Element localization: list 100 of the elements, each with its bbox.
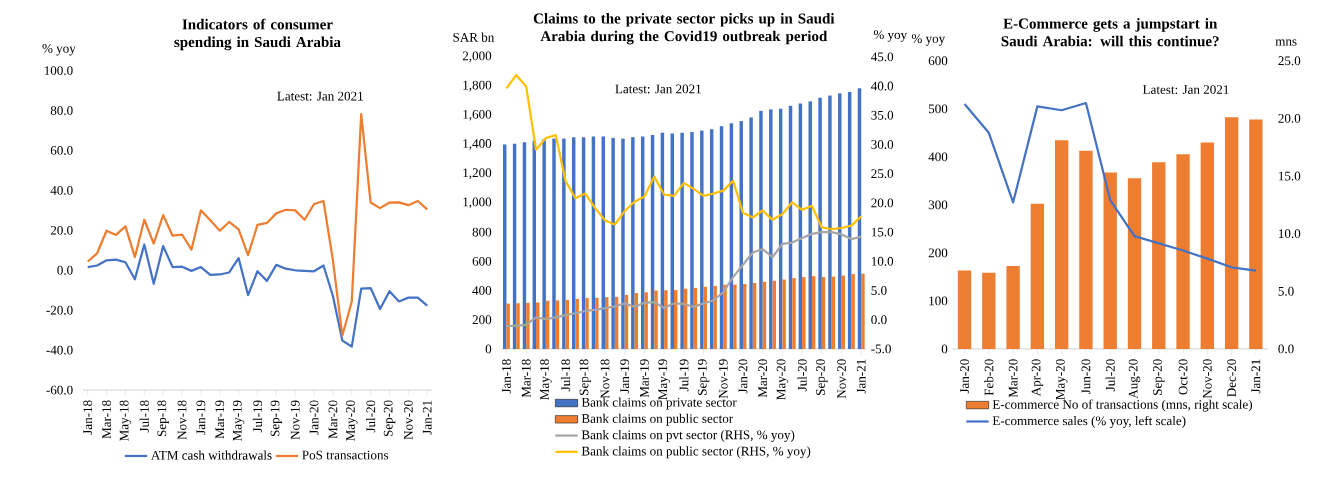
x-tick-label: Jan-19	[620, 359, 630, 394]
bar	[769, 109, 773, 349]
x-tick-label: Nov-20	[403, 400, 413, 440]
x-tick-label: Jan-20	[309, 400, 319, 435]
bar	[1103, 172, 1117, 349]
x-tick-label: Jul-19	[252, 400, 263, 433]
y2-axis-title: mns	[1275, 39, 1297, 46]
bar	[1200, 142, 1214, 349]
x-tick-label: Jul-18	[139, 400, 149, 433]
y-tick-label: 200	[472, 315, 492, 324]
bar	[723, 284, 727, 349]
y-tick-label: 60.0	[50, 145, 73, 155]
x-tick-label: Sep-18	[157, 400, 169, 436]
line-series	[505, 73, 863, 231]
x-tick-label: Mar-20	[758, 359, 768, 398]
x-tick-label: Nov-20	[837, 359, 846, 399]
y2-tick-label: 35.0	[871, 110, 894, 120]
x-tick-label: Jan-20	[960, 359, 969, 394]
x-tick-label: Jul-18	[560, 359, 571, 392]
bar	[644, 292, 648, 349]
bar	[1249, 119, 1263, 349]
line-series	[86, 243, 429, 348]
x-tick-label: Feb-20	[984, 359, 994, 396]
bar	[595, 297, 599, 349]
bar	[575, 298, 579, 349]
bar	[690, 131, 694, 349]
y-tick-label: 20.0	[50, 225, 73, 235]
x-tick-label: May-20	[776, 359, 789, 400]
legend-label: Bank claims on pvt sector (RHS, % yoy)	[581, 429, 795, 442]
y-tick-label: 1,400	[463, 138, 492, 150]
x-tick-label: Sep-19	[270, 400, 283, 436]
legend-label: ATM cash withdrawals	[150, 450, 272, 460]
x-tick-label: Mar-18	[102, 400, 111, 439]
bar	[713, 285, 717, 349]
bar	[1127, 178, 1142, 349]
x-tick-label: Jan-18	[83, 400, 93, 435]
x-tick-label: Jun-20	[1081, 359, 1091, 394]
legend-label: E-commerce No of transactions (mns, right scale)	[992, 399, 1253, 412]
y2-tick-label: 45.0	[871, 52, 894, 62]
x-tick-label: Jan-20	[738, 359, 748, 394]
bar	[664, 290, 668, 349]
annotation: Latest: Jan 2021	[277, 91, 363, 101]
legend-label: Bank claims on public sector (RHS, % yoy)	[581, 446, 811, 459]
y-tick-label: -20.0	[46, 305, 73, 315]
bar	[861, 273, 865, 349]
x-tick-label: Jul-20	[1105, 359, 1115, 392]
bar	[1030, 203, 1045, 349]
bar	[1224, 117, 1239, 349]
y-tick-label: -60.0	[46, 385, 73, 395]
bar	[700, 130, 704, 349]
x-tick-label: Jul-19	[679, 359, 689, 392]
chart-title: Claims to the private sector picks up in Saudi Arabia during the Covid19 outbreak period	[533, 12, 835, 45]
x-tick-label: Sep-18	[579, 359, 592, 395]
y-axis-title: % yoy	[42, 43, 76, 56]
y2-tick-label: 20.0	[871, 198, 894, 208]
x-tick-label: May-20	[346, 400, 358, 441]
y-tick-label: 1,200	[463, 168, 492, 179]
bar	[1176, 153, 1190, 349]
y-axis-title: SAR bn	[453, 32, 495, 42]
legend-label: E-commerce sales (% yoy, left scale)	[992, 415, 1186, 428]
x-tick-label: Mar-20	[328, 400, 338, 439]
bar	[654, 290, 658, 349]
bar	[782, 279, 786, 349]
y2-tick-label: 25.0	[1278, 56, 1301, 66]
y2-tick-label: 15.0	[871, 227, 894, 237]
y2-tick-label: 40.0	[871, 81, 894, 91]
y-tick-label: 40.0	[50, 185, 73, 195]
bar	[759, 110, 763, 349]
x-tick-label: Oct-20	[1178, 359, 1188, 395]
bar	[851, 274, 855, 349]
bar	[516, 303, 520, 349]
x-tick-label: Nov-18	[600, 359, 610, 399]
y2-tick-label: 10.0	[1279, 229, 1301, 238]
y-tick-label: 0	[485, 344, 492, 354]
x-tick-label: May-19	[232, 400, 245, 441]
y-tick-label: 1,600	[463, 109, 492, 121]
y2-tick-label: 20.0	[1278, 113, 1301, 123]
bar	[1054, 140, 1069, 349]
x-tick-label: Dec-20	[1227, 359, 1237, 397]
bar	[506, 303, 510, 349]
x-tick-label: Sep-20	[383, 400, 396, 436]
y-tick-label: 0	[941, 344, 948, 354]
bar	[611, 137, 615, 349]
x-tick-label: Sep-20	[1153, 359, 1165, 395]
x-tick-label: Mar-20	[1008, 359, 1018, 398]
y2-tick-label: 10.0	[871, 256, 894, 266]
y-axis-title: % yoy	[911, 34, 946, 46]
y-tick-label: 1,800	[463, 80, 492, 92]
y2-tick-label: 25.0	[871, 169, 894, 178]
y2-axis-title: % yoy	[873, 30, 908, 42]
y-tick-label: -40.0	[46, 345, 73, 355]
y2-tick-label: 15.0	[1279, 171, 1301, 181]
x-tick-label: Nov-18	[177, 400, 187, 440]
bar	[542, 139, 546, 349]
bar	[828, 95, 832, 349]
y-tick-label: 800	[472, 227, 492, 237]
y-tick-label: 600	[472, 256, 492, 266]
bar	[631, 137, 635, 349]
bar	[982, 272, 996, 349]
y-tick-label: 600	[928, 56, 948, 66]
